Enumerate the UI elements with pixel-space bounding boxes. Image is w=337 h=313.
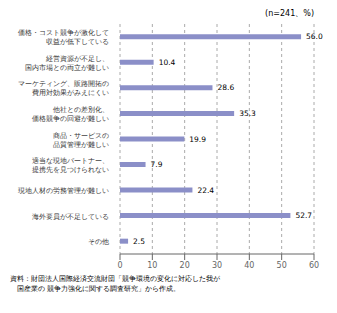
svg-text:7.9: 7.9	[151, 160, 163, 169]
svg-text:20: 20	[180, 261, 190, 270]
svg-text:30: 30	[212, 261, 222, 270]
svg-text:60: 60	[309, 261, 319, 270]
svg-text:28.6: 28.6	[217, 83, 234, 92]
svg-text:50: 50	[277, 261, 287, 270]
html-text:国産業の 競争力強化に関する調査研究」から作成。: 国産業の 競争力強化に関する調査研究」から作成。	[10, 285, 181, 293]
svg-text:経営資源が不足し、国内市場との両立が難しい: 経営資源が不足し、国内市場との両立が難しい	[25, 53, 109, 71]
svg-text:海外要員が不足している: 海外要員が不足している	[32, 211, 109, 220]
svg-text:35.3: 35.3	[239, 109, 256, 118]
svg-text:0: 0	[117, 261, 122, 270]
svg-text:40: 40	[244, 261, 254, 270]
svg-text:適当な現地パートナー、提携先を見つけられない: 適当な現地パートナー、提携先を見つけられない	[32, 156, 109, 174]
svg-text:10: 10	[147, 261, 157, 270]
svg-text:56.0: 56.0	[306, 32, 323, 41]
svg-text:その他: その他	[88, 237, 109, 246]
svg-text:22.4: 22.4	[197, 186, 214, 195]
svg-text:他社との差別化、価格競争の回避が難しい: 他社との差別化、価格競争の回避が難しい	[32, 104, 109, 122]
svg-text:52.7: 52.7	[295, 211, 312, 220]
svg-text:2.5: 2.5	[133, 237, 145, 246]
svg-text:10.4: 10.4	[159, 58, 176, 67]
svg-text:商品・サービスの品質管理が難しい: 商品・サービスの品質管理が難しい	[53, 130, 109, 148]
html-text:(n=241、%): (n=241、%)	[265, 9, 314, 18]
svg-text:価格・コスト競争が激化して収益が低下している: 価格・コスト競争が激化して収益が低下している	[18, 28, 109, 46]
svg-text:19.9: 19.9	[189, 135, 206, 144]
html-text:資料：財団法人国際経済交流財団「競争環境の変化に対応した我が: 資料：財団法人国際経済交流財団「競争環境の変化に対応した我が	[10, 275, 220, 283]
svg-text:マーケティング、販路開拓の費用対効果がみえにくい: マーケティング、販路開拓の費用対効果がみえにくい	[18, 79, 109, 97]
svg-text:現地人材の労務管理が難しい: 現地人材の労務管理が難しい	[18, 186, 109, 195]
